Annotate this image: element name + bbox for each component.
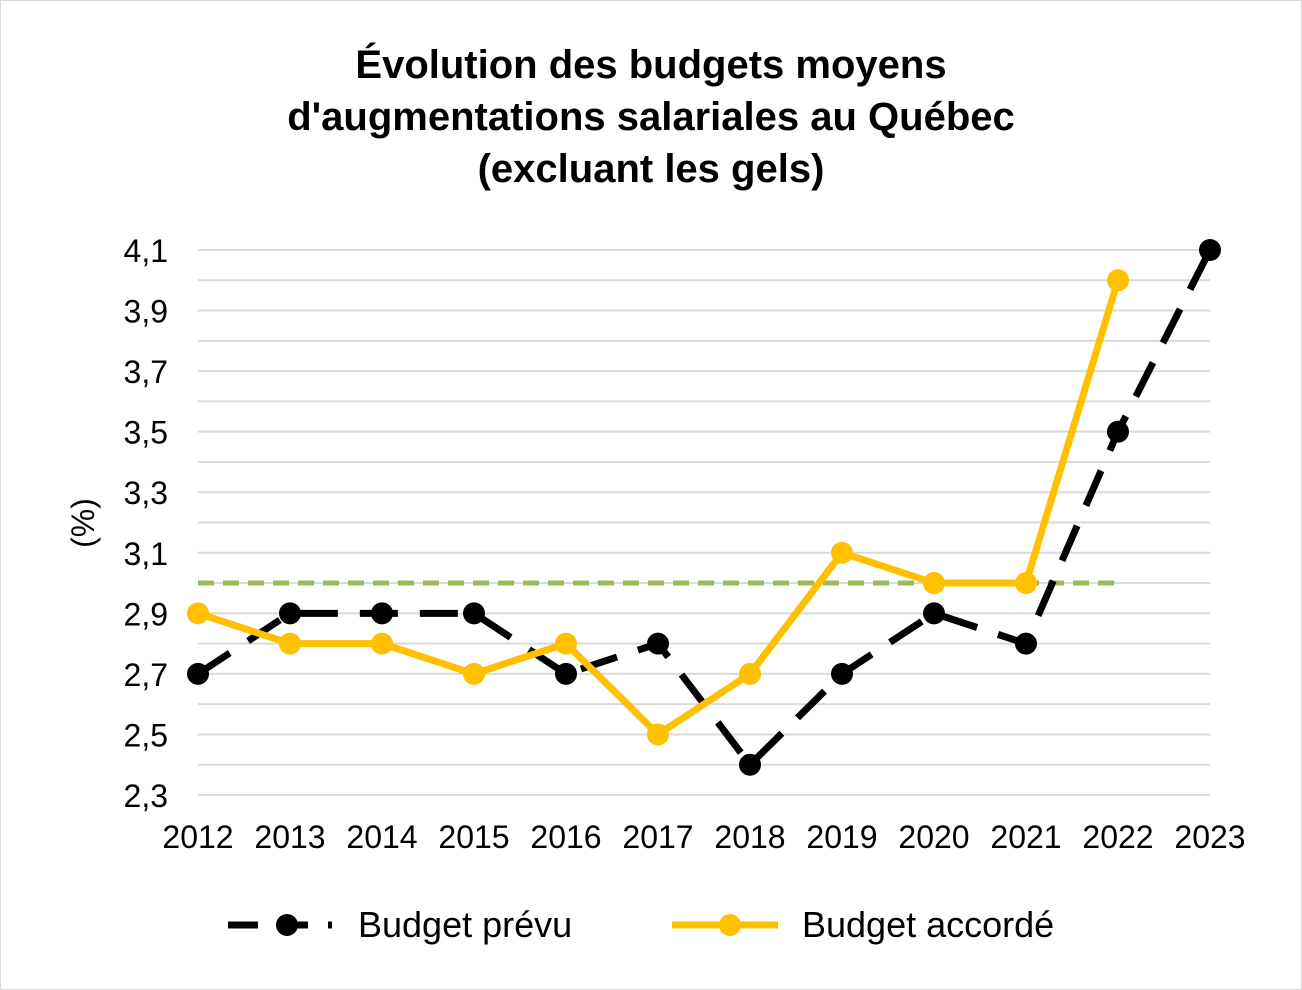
data-point <box>1107 269 1129 292</box>
legend: Budget prévu Budget accordé <box>228 904 1054 945</box>
x-tick-label: 2015 <box>438 819 509 855</box>
x-tick-label: 2016 <box>530 819 601 855</box>
data-point <box>739 753 761 776</box>
x-tick-label: 2017 <box>622 819 693 855</box>
y-tick-label: 3,5 <box>124 415 168 451</box>
x-tick-label: 2013 <box>254 819 325 855</box>
chart-title: Évolution des budgets moyens d'augmentat… <box>287 42 1015 191</box>
y-tick-label: 2,9 <box>124 596 168 632</box>
series-group <box>187 239 1221 776</box>
x-tick-label: 2021 <box>990 819 1061 855</box>
data-point <box>831 662 853 685</box>
gridlines <box>198 249 1210 796</box>
y-tick-label: 3,1 <box>124 536 168 572</box>
data-point <box>555 662 577 685</box>
x-tick-label: 2019 <box>806 819 877 855</box>
chart-title-line-3: (excluant les gels) <box>478 147 825 191</box>
chart-title-line-1: Évolution des budgets moyens <box>355 42 946 87</box>
x-tick-label: 2018 <box>714 819 785 855</box>
y-tick-label: 3,9 <box>124 294 168 330</box>
data-point <box>739 662 761 685</box>
data-point <box>1015 572 1037 595</box>
data-point <box>187 662 209 685</box>
data-point <box>647 632 669 655</box>
data-point <box>279 632 301 655</box>
data-point <box>923 572 945 595</box>
y-tick-labels: 2,3 2,5 2,7 2,9 3,1 3,3 3,5 3,7 3,9 4,1 <box>124 233 168 814</box>
series-budget-accorde <box>187 269 1129 746</box>
data-point <box>187 602 209 625</box>
data-point <box>371 602 393 625</box>
data-point <box>1199 239 1221 261</box>
data-point <box>463 662 485 685</box>
x-tick-labels: 2012 2013 2014 2015 2016 2017 2018 2019 2020 2021… <box>162 819 1245 855</box>
data-point <box>463 602 485 625</box>
data-point <box>923 602 945 625</box>
legend-item: Budget prévu <box>228 904 572 945</box>
series-line <box>194 276 1122 738</box>
series-budget-prevu <box>187 239 1221 776</box>
x-tick-label: 2020 <box>898 819 969 855</box>
y-axis-label: (%) <box>65 498 101 548</box>
legend-label: Budget accordé <box>802 904 1054 945</box>
chart-title-line-2: d'augmentations salariales au Québec <box>287 95 1015 139</box>
y-tick-label: 2,7 <box>124 657 168 693</box>
x-tick-label: 2023 <box>1174 819 1245 855</box>
x-tick-label: 2022 <box>1082 819 1153 855</box>
y-tick-label: 2,3 <box>124 778 168 814</box>
data-point <box>831 541 853 564</box>
legend-item: Budget accordé <box>672 904 1054 945</box>
data-point <box>1107 420 1129 443</box>
x-tick-label: 2014 <box>346 819 417 855</box>
x-tick-label: 2012 <box>162 819 233 855</box>
legend-label: Budget prévu <box>358 904 572 945</box>
y-tick-label: 4,1 <box>124 233 168 269</box>
data-point <box>1015 632 1037 655</box>
data-point <box>555 632 577 655</box>
y-tick-label: 2,5 <box>124 717 168 753</box>
legend-swatch-marker <box>719 914 741 936</box>
legend-swatch-marker <box>276 914 298 936</box>
y-tick-label: 3,7 <box>124 354 168 390</box>
data-point <box>647 723 669 746</box>
data-point <box>371 632 393 655</box>
series-line <box>196 248 1214 769</box>
data-point <box>279 602 301 625</box>
y-tick-label: 3,3 <box>124 475 168 511</box>
